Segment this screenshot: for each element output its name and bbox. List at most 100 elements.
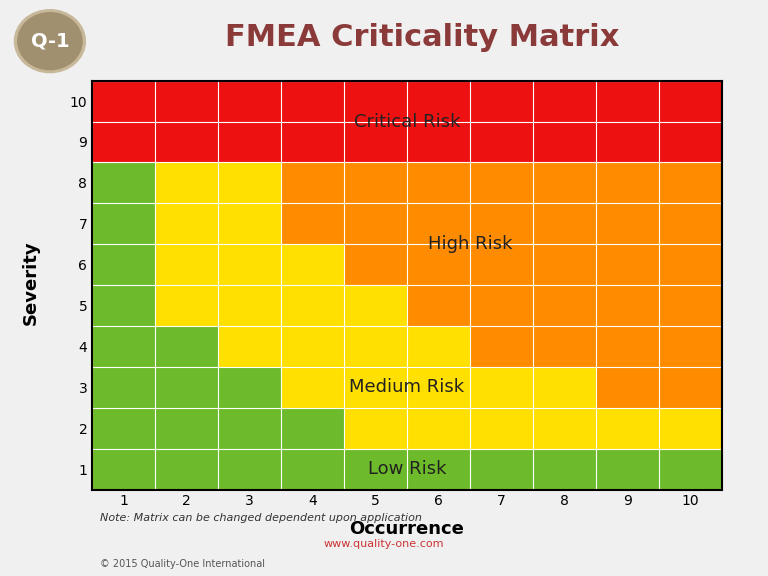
Circle shape xyxy=(18,13,82,70)
Bar xyxy=(596,244,659,285)
Bar xyxy=(92,244,155,285)
Text: © 2015 Quality-One International: © 2015 Quality-One International xyxy=(100,559,265,570)
Bar xyxy=(533,285,596,326)
Text: Medium Risk: Medium Risk xyxy=(349,378,465,396)
Bar xyxy=(407,449,470,490)
Bar xyxy=(533,449,596,490)
Bar xyxy=(344,162,407,203)
Bar xyxy=(92,285,155,326)
Bar xyxy=(596,162,659,203)
Bar xyxy=(470,367,533,408)
Bar xyxy=(281,122,344,162)
Bar xyxy=(344,122,407,162)
Bar xyxy=(92,367,155,408)
Bar xyxy=(344,408,407,449)
Bar xyxy=(470,408,533,449)
Text: Low Risk: Low Risk xyxy=(368,460,446,478)
Text: FMEA Criticality Matrix: FMEA Criticality Matrix xyxy=(225,23,620,52)
Bar xyxy=(596,122,659,162)
Bar xyxy=(407,326,470,367)
Bar xyxy=(470,122,533,162)
Bar xyxy=(596,285,659,326)
Bar xyxy=(218,122,281,162)
Bar xyxy=(470,285,533,326)
Bar xyxy=(155,244,218,285)
Bar xyxy=(344,326,407,367)
Bar xyxy=(407,367,470,408)
Bar xyxy=(218,81,281,122)
Text: Note: Matrix can be changed dependent upon application: Note: Matrix can be changed dependent up… xyxy=(100,513,422,524)
Bar xyxy=(281,81,344,122)
X-axis label: Occurrence: Occurrence xyxy=(349,520,465,537)
Bar xyxy=(659,449,722,490)
Bar xyxy=(155,162,218,203)
Bar xyxy=(92,81,155,122)
Bar xyxy=(407,203,470,244)
Bar xyxy=(407,122,470,162)
Bar xyxy=(659,162,722,203)
Text: Q-1: Q-1 xyxy=(31,32,69,51)
Bar xyxy=(344,244,407,285)
Bar xyxy=(470,203,533,244)
Bar xyxy=(155,122,218,162)
Bar xyxy=(155,367,218,408)
Bar xyxy=(659,408,722,449)
Bar xyxy=(407,285,470,326)
Bar xyxy=(92,203,155,244)
Bar xyxy=(155,408,218,449)
Bar xyxy=(155,449,218,490)
Bar xyxy=(218,162,281,203)
Bar xyxy=(659,244,722,285)
Bar xyxy=(407,408,470,449)
Text: High Risk: High Risk xyxy=(428,235,512,253)
Bar xyxy=(470,326,533,367)
Bar xyxy=(281,326,344,367)
Bar xyxy=(659,122,722,162)
Circle shape xyxy=(15,10,85,73)
Bar xyxy=(407,162,470,203)
Bar xyxy=(596,326,659,367)
Bar xyxy=(470,244,533,285)
Bar xyxy=(533,81,596,122)
Bar xyxy=(659,367,722,408)
Bar xyxy=(281,367,344,408)
Text: Severity: Severity xyxy=(22,240,40,324)
Bar xyxy=(659,285,722,326)
Bar xyxy=(533,122,596,162)
Bar xyxy=(92,162,155,203)
Bar xyxy=(218,203,281,244)
Bar xyxy=(218,244,281,285)
Bar xyxy=(533,367,596,408)
Bar xyxy=(596,449,659,490)
Bar xyxy=(596,81,659,122)
Text: www.quality-one.com: www.quality-one.com xyxy=(324,539,444,550)
Bar xyxy=(533,326,596,367)
Bar xyxy=(344,367,407,408)
Bar xyxy=(470,162,533,203)
Bar xyxy=(596,408,659,449)
Bar xyxy=(218,408,281,449)
Bar xyxy=(155,81,218,122)
Bar xyxy=(407,81,470,122)
Bar xyxy=(155,203,218,244)
Bar xyxy=(92,326,155,367)
Bar xyxy=(407,244,470,285)
Bar xyxy=(155,326,218,367)
Bar xyxy=(344,285,407,326)
Bar xyxy=(470,449,533,490)
Bar xyxy=(218,285,281,326)
Bar xyxy=(470,81,533,122)
Text: Critical Risk: Critical Risk xyxy=(354,112,460,131)
Bar xyxy=(218,449,281,490)
Bar xyxy=(281,449,344,490)
Bar xyxy=(659,326,722,367)
Bar xyxy=(281,408,344,449)
Bar xyxy=(659,81,722,122)
Bar xyxy=(596,203,659,244)
Bar xyxy=(92,122,155,162)
Bar xyxy=(281,162,344,203)
Bar xyxy=(92,449,155,490)
Bar xyxy=(281,244,344,285)
Bar xyxy=(533,244,596,285)
Bar xyxy=(533,203,596,244)
